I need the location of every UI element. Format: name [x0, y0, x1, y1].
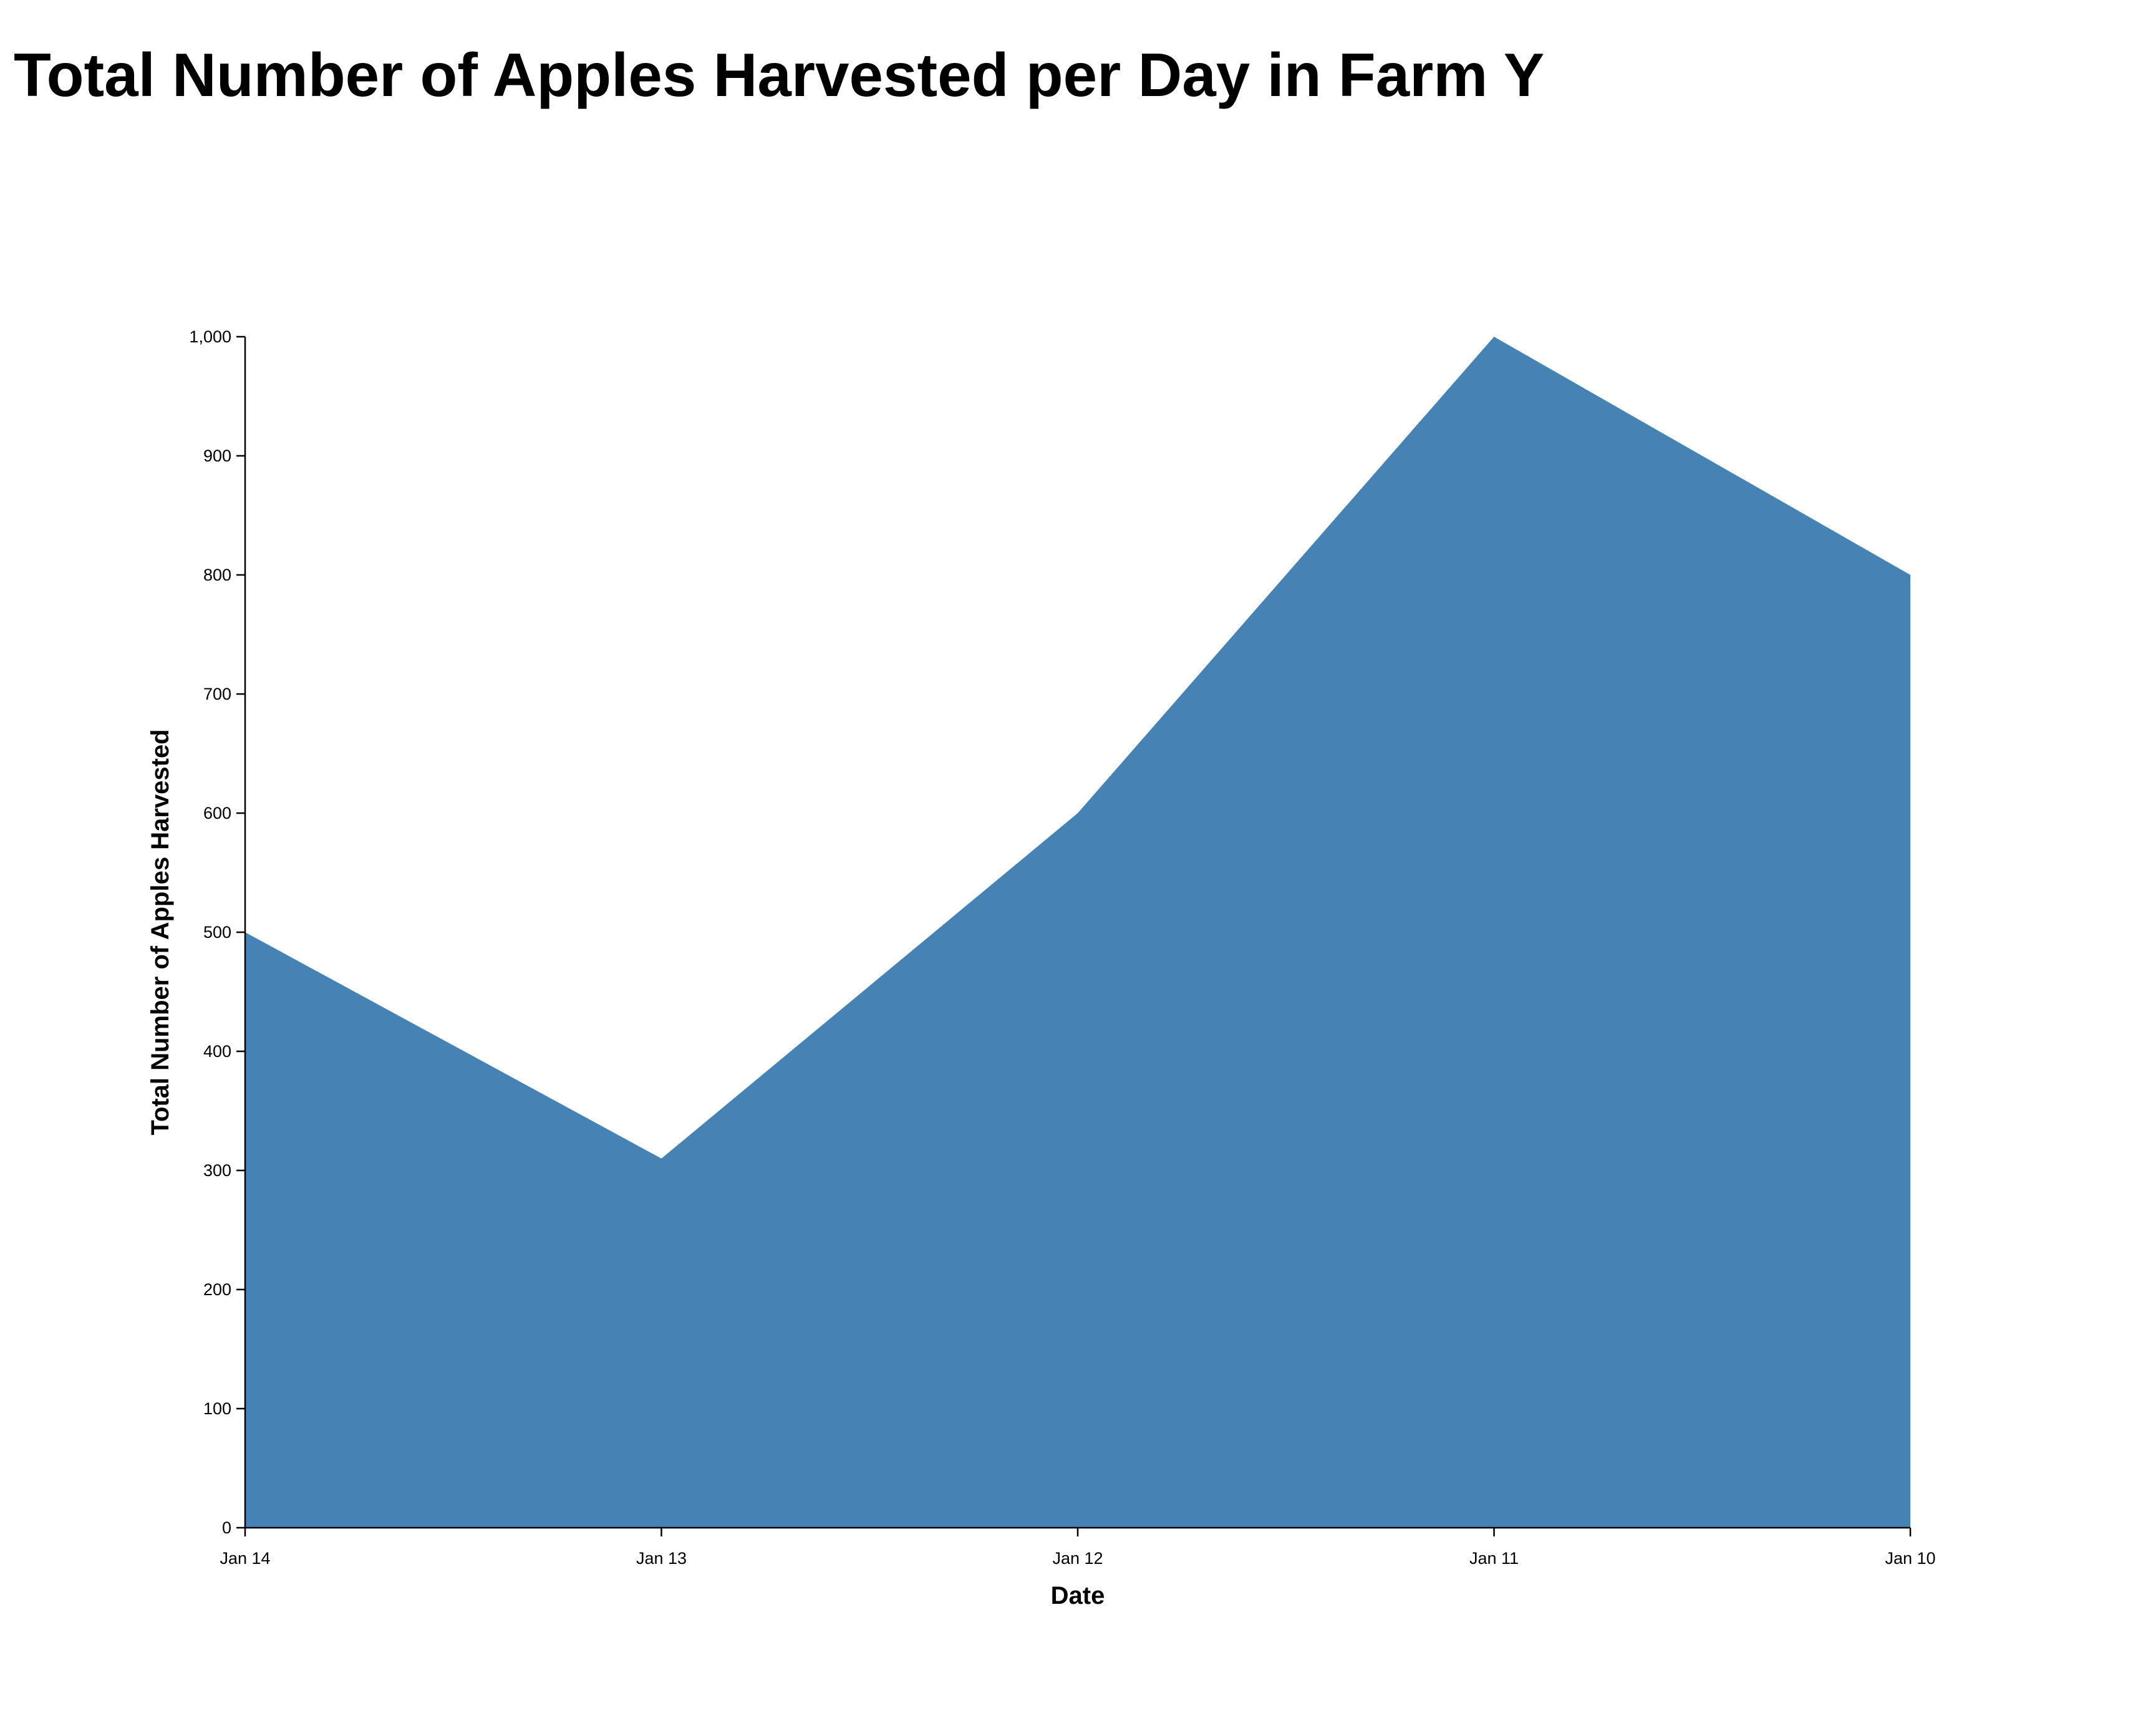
x-tick-label: Jan 13 — [636, 1549, 687, 1568]
x-tick-label: Jan 10 — [1885, 1549, 1935, 1568]
x-axis: Jan 14 Jan 13 Jan 12 Jan 11 Jan 10 — [220, 1526, 1936, 1568]
y-tick-label: 0 — [222, 1518, 231, 1537]
x-tick-label: Jan 14 — [220, 1549, 270, 1568]
chart-title: Total Number of Apples Harvested per Day… — [14, 41, 1545, 109]
y-tick-label: 600 — [203, 804, 231, 822]
y-tick-label: 700 — [203, 685, 231, 703]
y-tick-label: 200 — [203, 1280, 231, 1299]
x-tick-label: Jan 12 — [1052, 1549, 1103, 1568]
y-tick-label: 100 — [203, 1399, 231, 1418]
y-axis: 0 100 200 300 400 500 600 700 800 900 1,000 — [189, 327, 246, 1537]
area-series — [245, 337, 1910, 1528]
y-axis-title: Total Number of Apples Harvested — [147, 729, 174, 1135]
y-tick-label: 800 — [203, 566, 231, 584]
x-tick-label: Jan 11 — [1469, 1549, 1519, 1568]
y-tick-label: 900 — [203, 446, 231, 465]
y-tick-label: 500 — [203, 923, 231, 942]
y-tick-label: 1,000 — [189, 327, 231, 346]
plot-area — [245, 337, 1910, 1528]
x-axis-title: Date — [1051, 1582, 1105, 1609]
y-tick-label: 300 — [203, 1161, 231, 1180]
y-tick-label: 400 — [203, 1042, 231, 1061]
